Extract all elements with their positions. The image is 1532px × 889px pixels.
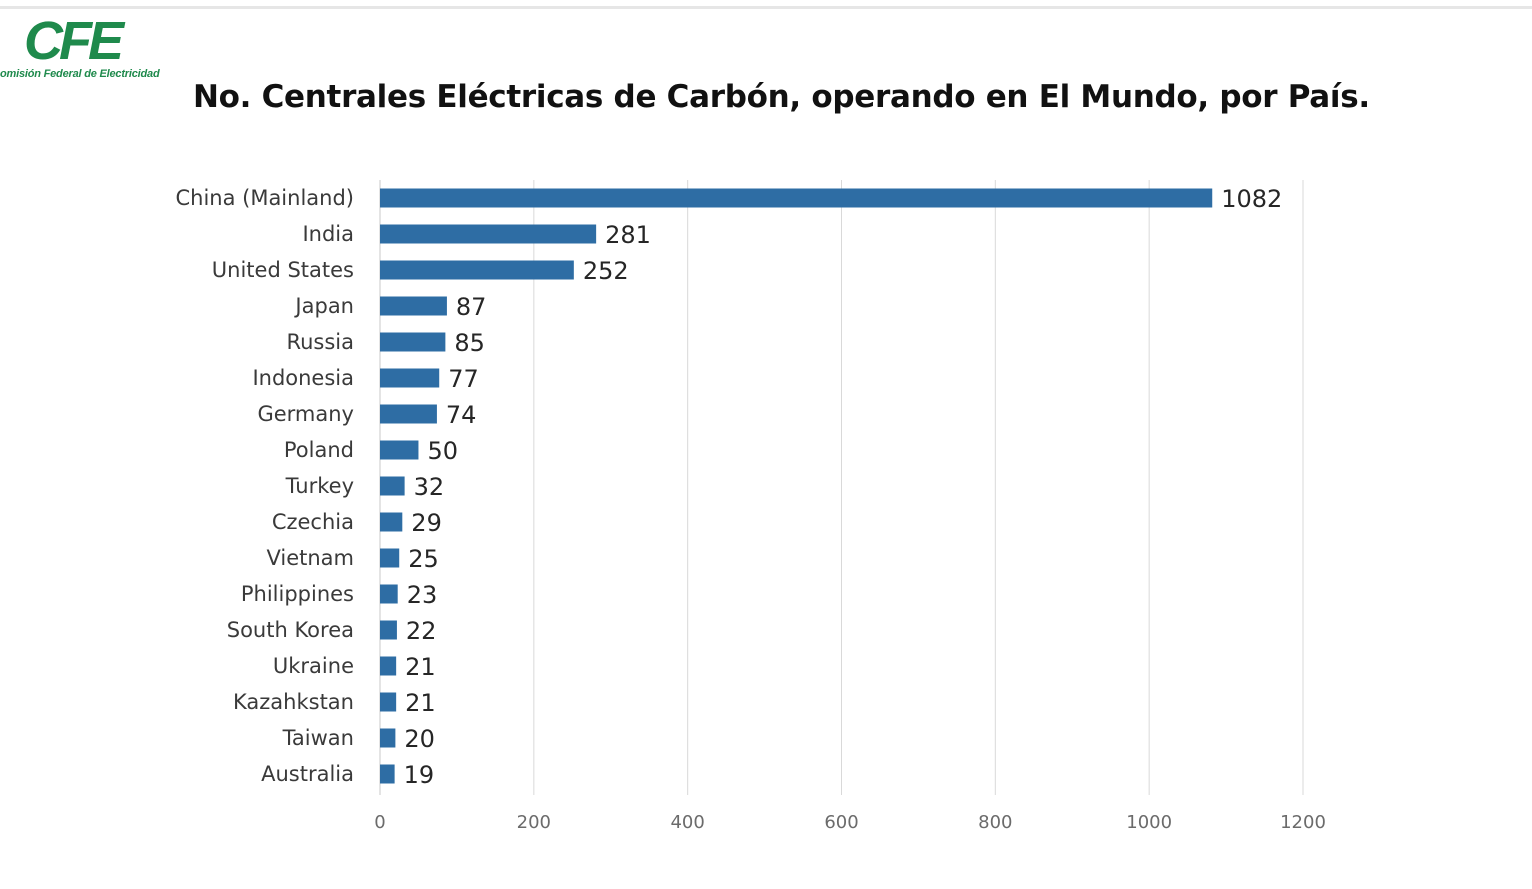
category-label: Australia — [261, 762, 354, 786]
category-label: Japan — [293, 294, 354, 318]
data-label: 21 — [405, 689, 436, 717]
category-label: Russia — [286, 330, 354, 354]
bar — [380, 404, 437, 424]
data-label: 20 — [404, 725, 435, 753]
data-label: 1082 — [1221, 185, 1282, 213]
category-label: Indonesia — [252, 366, 354, 390]
logo-mark: CFE — [24, 11, 124, 71]
bar — [380, 620, 397, 640]
data-label: 19 — [404, 761, 435, 789]
bar — [380, 440, 419, 460]
bar — [380, 188, 1213, 208]
x-tick-label: 600 — [824, 812, 858, 833]
bar — [380, 476, 405, 496]
data-label: 23 — [407, 581, 438, 609]
category-label: Germany — [257, 402, 354, 426]
data-label: 29 — [411, 509, 442, 537]
category-label: South Korea — [227, 618, 354, 642]
bar — [380, 332, 446, 352]
bar — [380, 764, 395, 784]
x-tick-label: 1200 — [1280, 812, 1326, 833]
category-label: China (Mainland) — [175, 186, 354, 210]
category-label: United States — [212, 258, 354, 282]
data-label: 85 — [454, 329, 485, 357]
x-tick-label: 200 — [517, 812, 551, 833]
bar — [380, 512, 403, 532]
logo-subtitle: omisión Federal de Electricidad — [0, 68, 160, 80]
bar — [380, 296, 447, 316]
x-tick-label: 1000 — [1126, 812, 1172, 833]
category-label: Ukraine — [273, 654, 354, 678]
bar — [380, 548, 400, 568]
data-label: 25 — [408, 545, 439, 573]
bar — [380, 656, 397, 676]
bar — [380, 584, 398, 604]
bar — [380, 728, 396, 748]
bar — [380, 368, 440, 388]
data-label: 281 — [605, 221, 651, 249]
x-tick-label: 0 — [374, 812, 385, 833]
category-label: Poland — [284, 438, 354, 462]
x-tick-label: 800 — [978, 812, 1012, 833]
bar — [380, 260, 574, 280]
data-label: 21 — [405, 653, 436, 681]
data-label: 252 — [583, 257, 629, 285]
x-tick-label: 400 — [670, 812, 704, 833]
top-rule — [0, 6, 1532, 9]
category-label: Kazahkstan — [233, 690, 354, 714]
data-label: 50 — [427, 437, 458, 465]
bar — [380, 692, 397, 712]
category-label: Turkey — [285, 474, 354, 498]
data-label: 77 — [448, 365, 479, 393]
chart-title: No. Centrales Eléctricas de Carbón, oper… — [193, 79, 1370, 115]
category-label: Czechia — [272, 510, 354, 534]
data-label: 22 — [406, 617, 437, 645]
bar — [380, 224, 597, 244]
cfe-logo: CFE omisión Federal de Electricidad — [0, 12, 175, 84]
category-label: Vietnam — [266, 546, 354, 570]
category-label: Philippines — [241, 582, 354, 606]
category-label: India — [302, 222, 354, 246]
data-label: 32 — [414, 473, 445, 501]
data-label: 74 — [446, 401, 477, 429]
data-label: 87 — [456, 293, 487, 321]
category-label: Taiwan — [282, 726, 354, 750]
